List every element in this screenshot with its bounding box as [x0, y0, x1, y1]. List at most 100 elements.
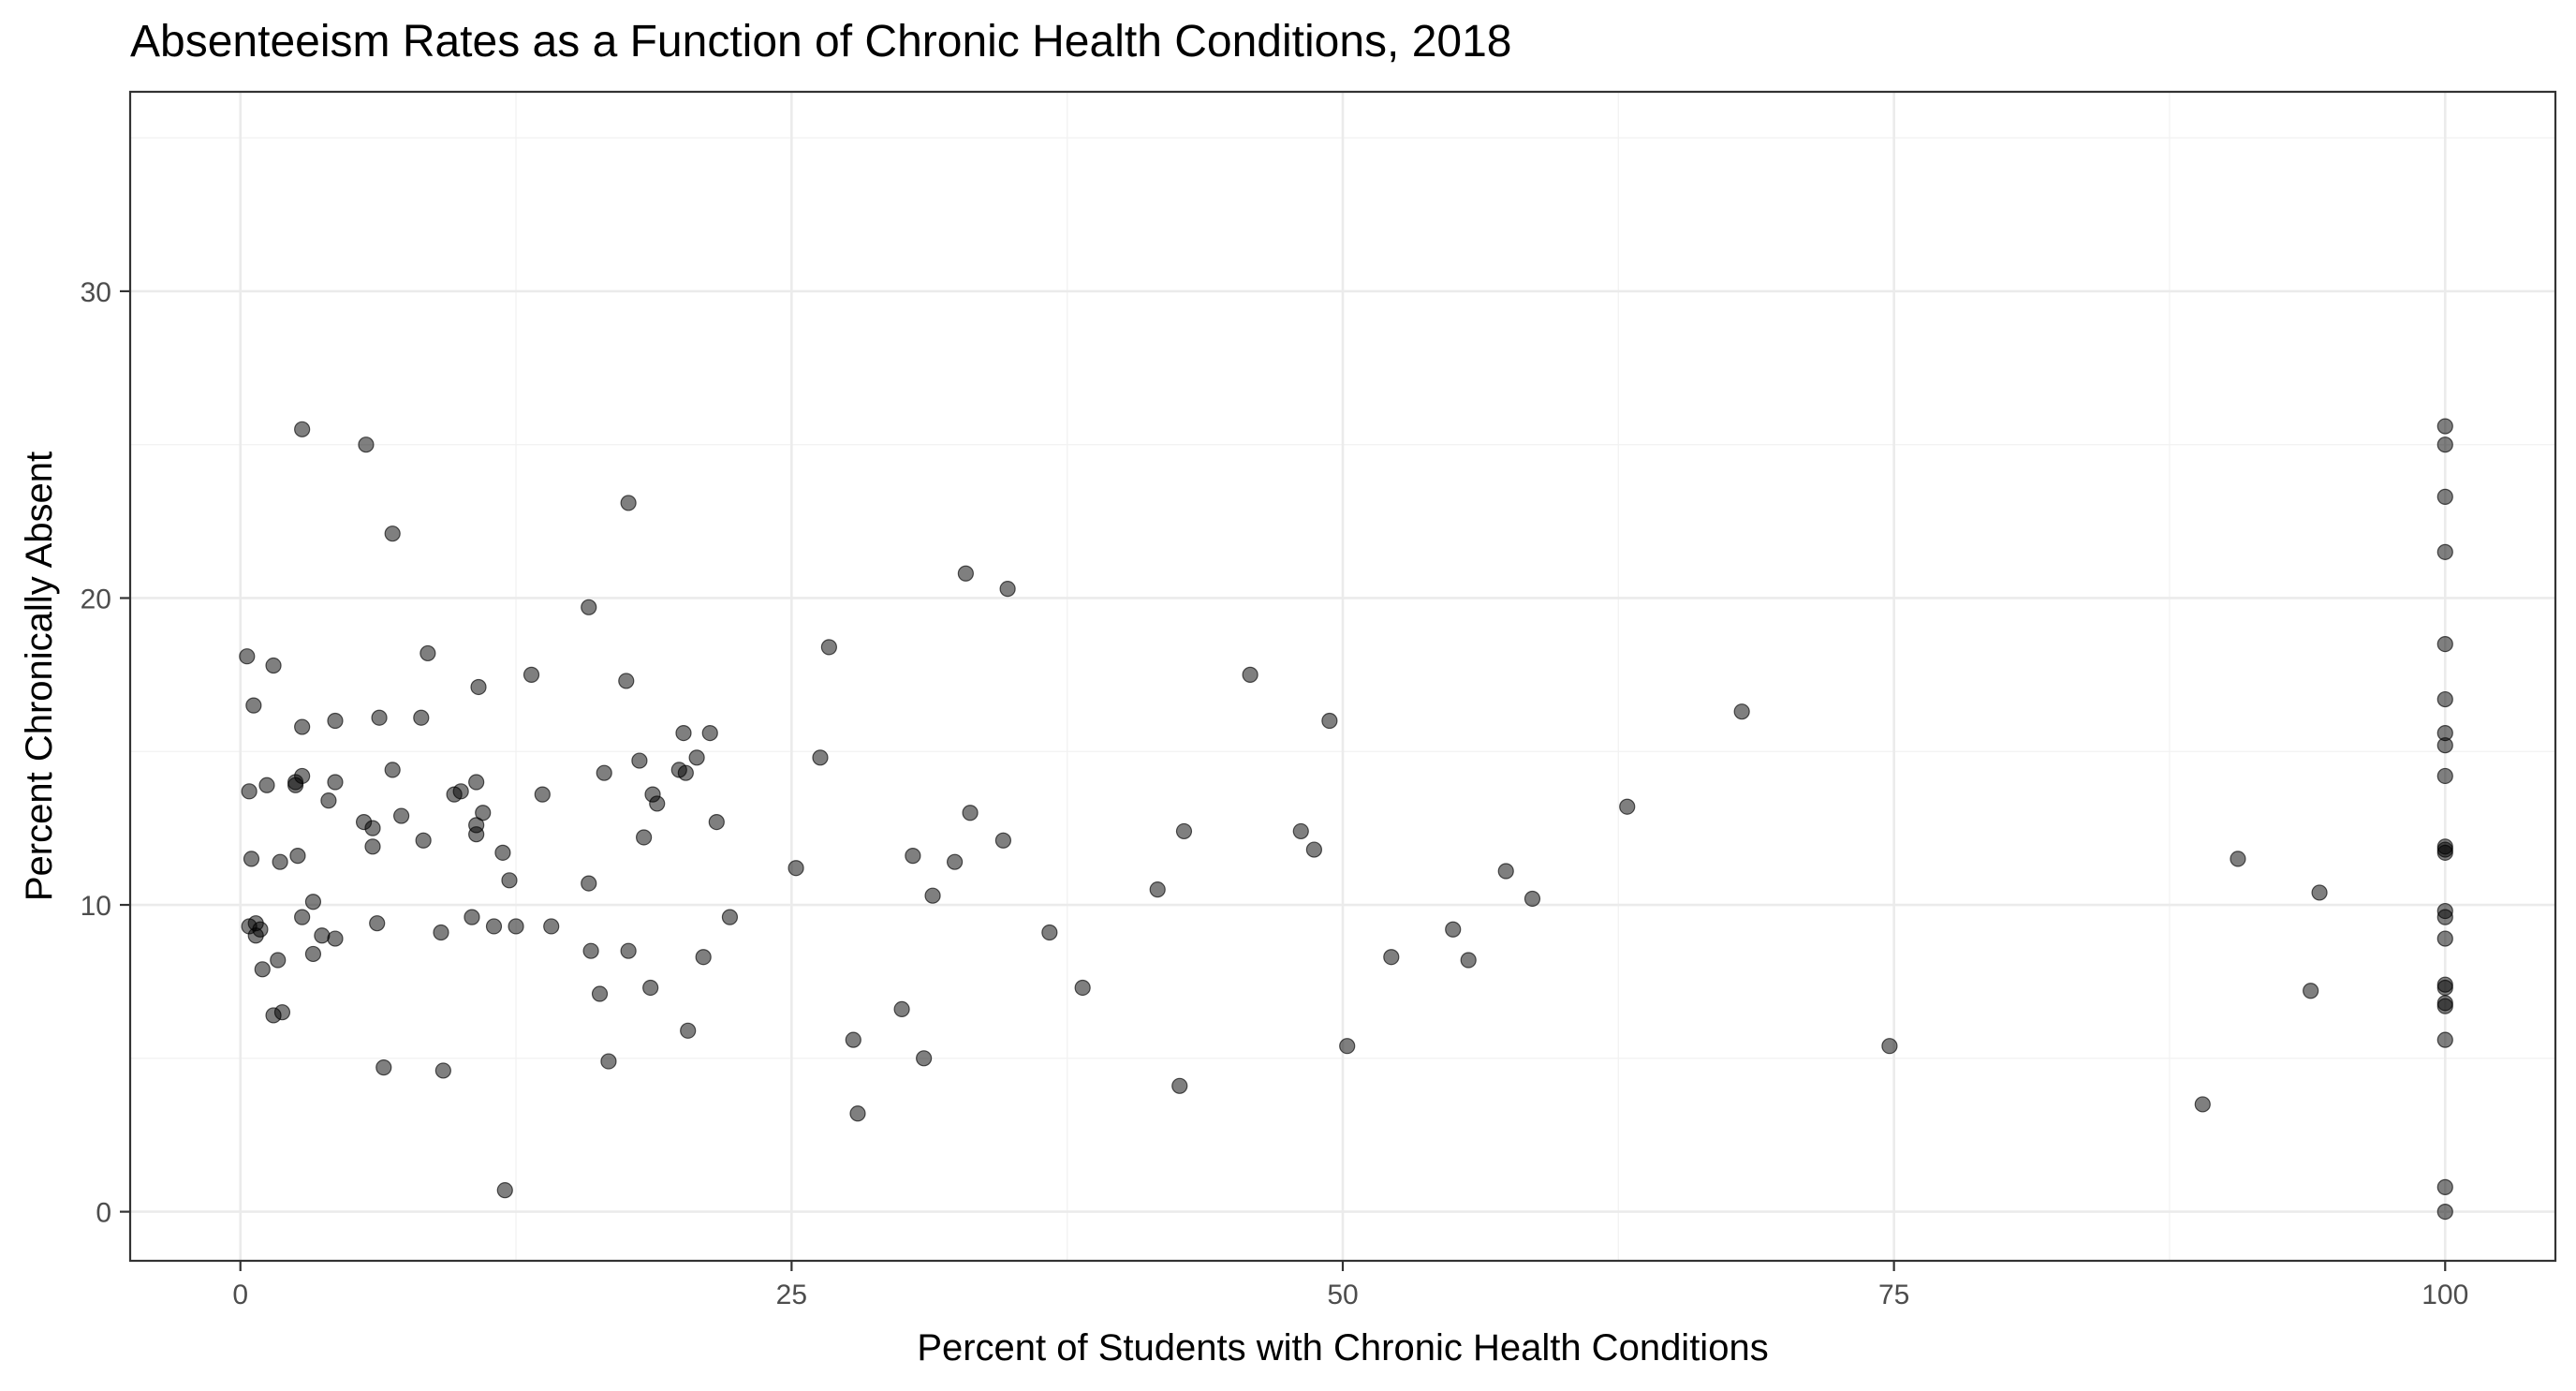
- data-point: [523, 666, 540, 683]
- data-point: [680, 1022, 697, 1039]
- data-point: [701, 724, 718, 742]
- data-point: [845, 1031, 861, 1048]
- data-point: [2436, 1178, 2453, 1195]
- data-point: [600, 1053, 617, 1070]
- data-point: [501, 872, 518, 889]
- data-point: [468, 774, 485, 791]
- data-point: [433, 924, 449, 941]
- data-point: [1175, 822, 1193, 840]
- data-point: [2311, 884, 2328, 901]
- data-point: [384, 762, 401, 778]
- data-point: [420, 644, 436, 662]
- data-point: [369, 915, 386, 932]
- y-tick-label: 20: [81, 584, 111, 614]
- y-tick-label: 0: [96, 1198, 111, 1229]
- data-point: [1339, 1038, 1356, 1055]
- data-point: [2436, 1203, 2453, 1221]
- data-point: [508, 918, 524, 935]
- data-point: [294, 421, 311, 437]
- data-point: [649, 795, 666, 812]
- data-point: [304, 894, 322, 910]
- data-point: [252, 921, 269, 938]
- data-point: [962, 805, 979, 821]
- data-point: [2436, 543, 2453, 560]
- data-point: [2436, 767, 2453, 785]
- data-point: [721, 909, 739, 925]
- data-point: [371, 709, 388, 726]
- data-point: [320, 792, 337, 809]
- data-point: [327, 930, 344, 947]
- data-point: [2436, 998, 2453, 1014]
- data-point: [957, 565, 974, 582]
- data-point: [905, 848, 921, 865]
- data-point: [265, 657, 282, 674]
- data-point: [289, 848, 306, 865]
- data-point: [2303, 983, 2319, 999]
- data-point: [893, 1000, 910, 1018]
- data-point: [496, 1182, 513, 1199]
- data-point: [2436, 909, 2453, 925]
- data-point: [254, 961, 271, 978]
- data-point: [2436, 488, 2453, 505]
- x-tick-label: 25: [776, 1280, 807, 1310]
- data-point: [688, 749, 705, 766]
- data-point: [364, 838, 381, 855]
- data-point: [245, 697, 262, 714]
- data-point: [384, 525, 401, 542]
- data-point: [2436, 737, 2453, 754]
- y-tick-label: 30: [81, 277, 111, 308]
- data-point: [375, 1059, 392, 1076]
- data-point: [393, 807, 410, 824]
- data-point: [434, 1062, 451, 1079]
- data-point: [1292, 822, 1309, 840]
- x-axis-title: Percent of Students with Chronic Health …: [917, 1327, 1768, 1369]
- data-point: [485, 918, 503, 935]
- data-point: [2436, 979, 2453, 997]
- data-point: [1041, 924, 1058, 941]
- y-axis: 0 10 20 30: [81, 277, 130, 1229]
- data-point: [581, 599, 597, 615]
- x-tick-label: 50: [1327, 1280, 1358, 1310]
- data-point: [470, 678, 487, 696]
- data-point: [413, 709, 430, 726]
- data-point: [636, 829, 653, 846]
- data-point: [1074, 979, 1091, 997]
- data-point: [2436, 418, 2453, 435]
- data-point: [294, 909, 311, 925]
- data-point: [294, 767, 311, 785]
- x-tick-label: 0: [232, 1280, 248, 1310]
- grid-lines: [130, 92, 2555, 1261]
- data-point: [849, 1105, 866, 1122]
- x-tick-label: 75: [1878, 1280, 1909, 1310]
- data-point: [2436, 844, 2453, 861]
- data-points: [239, 418, 2453, 1221]
- data-point: [994, 832, 1012, 849]
- data-point: [243, 851, 260, 867]
- data-point: [677, 764, 694, 781]
- data-point: [2436, 930, 2453, 947]
- data-point: [358, 437, 375, 453]
- data-point: [1733, 703, 1750, 720]
- data-point: [1171, 1077, 1188, 1094]
- data-point: [631, 752, 648, 769]
- data-point: [620, 495, 637, 511]
- data-point: [1524, 890, 1541, 908]
- data-point: [1149, 881, 1166, 898]
- data-point: [464, 909, 480, 925]
- data-point: [304, 945, 322, 963]
- data-point: [468, 826, 485, 843]
- data-point: [1460, 952, 1477, 969]
- data-point: [1321, 712, 1338, 730]
- data-point: [415, 832, 432, 849]
- chart-title: Absenteeism Rates as a Function of Chron…: [130, 17, 1511, 67]
- data-point: [258, 777, 275, 793]
- data-point: [916, 1050, 933, 1067]
- data-point: [596, 764, 612, 781]
- data-point: [1305, 841, 1322, 858]
- data-point: [675, 724, 692, 742]
- data-point: [820, 639, 837, 656]
- data-point: [2230, 851, 2246, 867]
- data-point: [581, 875, 597, 892]
